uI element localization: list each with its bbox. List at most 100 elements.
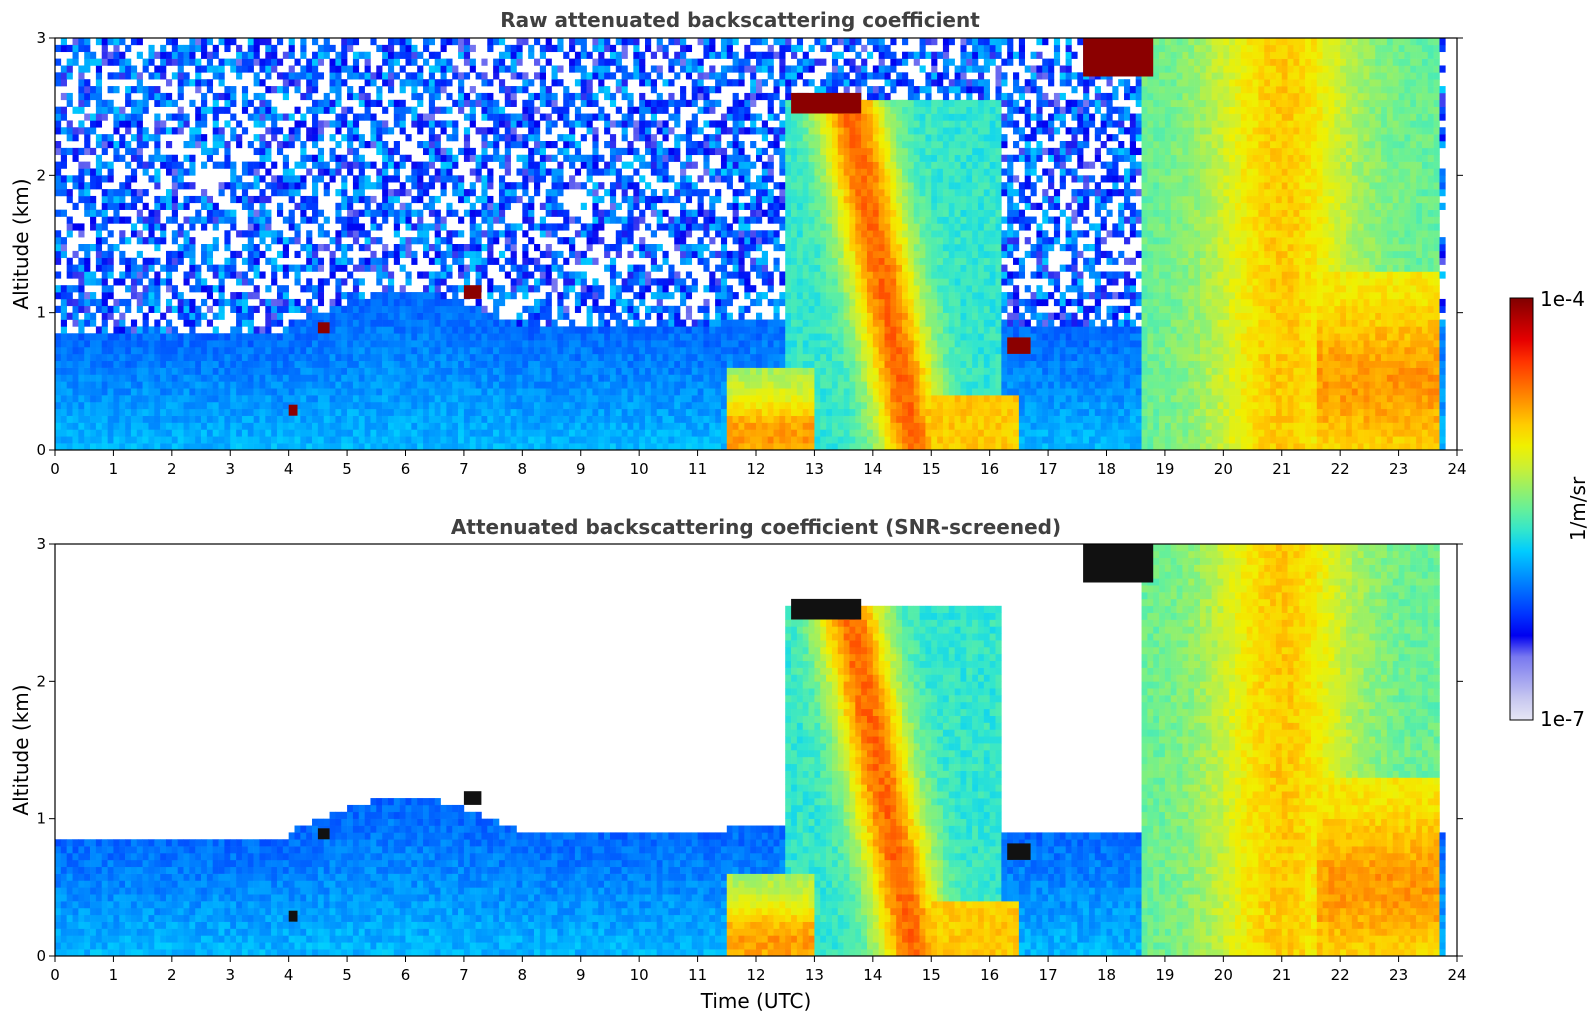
heat-cell (510, 86, 517, 94)
heat-cell (563, 429, 570, 437)
heat-cell (423, 44, 430, 53)
heat-cell (557, 298, 564, 307)
heat-cell (72, 271, 79, 279)
heat-cell (399, 127, 406, 135)
heat-cell (580, 202, 587, 210)
heat-cell (493, 127, 500, 135)
heat-cell (680, 92, 687, 101)
heat-cell (306, 436, 313, 444)
heat-cell (627, 401, 634, 410)
heat-cell (265, 422, 272, 430)
heat-cell (60, 285, 67, 293)
heat-cell (329, 415, 336, 423)
heat-cell (66, 367, 73, 375)
heat-cell (685, 127, 693, 135)
heat-cell (265, 65, 272, 73)
heat-cell (563, 415, 570, 423)
heat-cell (347, 292, 354, 300)
heat-cell (84, 292, 91, 300)
heat-cell (224, 360, 231, 368)
heat-cell (574, 429, 582, 437)
heat-cell (136, 408, 143, 416)
heat-cell (101, 106, 108, 114)
heat-cell (177, 175, 184, 183)
heat-cell (95, 422, 103, 430)
heat-cell (300, 285, 307, 293)
heat-cell (183, 72, 190, 80)
heat-cell (446, 134, 453, 142)
heat-cell (195, 353, 202, 362)
heat-cell (580, 429, 587, 437)
heat-cell (615, 347, 622, 355)
heat-cell (627, 436, 634, 444)
heat-cell (119, 443, 126, 451)
heat-cell (627, 161, 634, 169)
heat-cell (627, 106, 634, 114)
heat-cell (405, 154, 412, 162)
heat-cell (627, 264, 634, 272)
heat-cell (487, 278, 494, 286)
heat-cell (90, 278, 97, 286)
heat-cell (201, 244, 208, 252)
heat-cell (154, 436, 161, 444)
heat-cell (335, 374, 342, 382)
heat-cell (720, 340, 728, 348)
heat-cell (125, 237, 132, 245)
heat-cell (335, 333, 342, 341)
heat-cell (113, 388, 120, 396)
heat-cell (417, 305, 424, 313)
heat-cell (551, 436, 558, 444)
heat-cell (107, 58, 114, 66)
heat-cell (633, 415, 640, 423)
heat-cell (685, 395, 693, 403)
heat-cell (335, 230, 342, 238)
heat-cell (417, 189, 424, 197)
heat-cell (323, 51, 330, 59)
heat-cell (358, 92, 365, 101)
heat-cell (171, 367, 178, 375)
heat-cell (393, 51, 400, 59)
heat-cell (130, 443, 138, 451)
heat-cell (329, 326, 336, 334)
heat-cell (417, 443, 424, 451)
heat-cell (534, 168, 541, 176)
heat-cell (300, 367, 307, 375)
heat-cell (259, 250, 266, 259)
heat-cell (645, 347, 652, 355)
heat-cell (312, 429, 319, 437)
heat-cell (306, 333, 313, 341)
heat-cell (715, 99, 722, 107)
heat-cell (458, 86, 465, 94)
heat-cell (60, 388, 67, 396)
heat-cell (282, 305, 289, 313)
heat-cell (615, 333, 622, 341)
heat-cell (130, 65, 138, 73)
heat-cell (358, 257, 365, 265)
heat-cell (510, 65, 517, 73)
heat-cell (498, 443, 506, 451)
heat-cell (154, 202, 161, 210)
heat-cell (598, 381, 605, 389)
heat-cell (253, 436, 260, 444)
heat-cell (335, 367, 342, 375)
heat-cell (645, 278, 652, 286)
heat-cell (574, 340, 582, 348)
heat-cell (493, 347, 500, 355)
heat-cell (265, 305, 272, 313)
heat-cell (119, 374, 126, 382)
heat-cell (680, 443, 687, 451)
heat-cell (621, 65, 628, 73)
heat-cell (247, 264, 254, 272)
heat-cell (580, 333, 587, 341)
heat-cell (101, 44, 108, 53)
heat-cell (119, 360, 126, 368)
heat-cell (119, 72, 126, 80)
heat-cell (452, 244, 459, 252)
heat-cell (411, 340, 418, 348)
heat-cell (627, 395, 634, 403)
heat-cell (504, 120, 511, 128)
heat-cell (592, 38, 599, 46)
heat-cell (609, 44, 617, 53)
heat-cell (282, 175, 289, 183)
heat-cell (142, 422, 149, 430)
